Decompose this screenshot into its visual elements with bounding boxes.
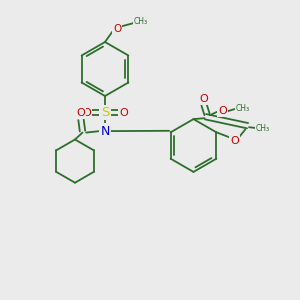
- Text: CH₃: CH₃: [256, 124, 270, 133]
- Text: O: O: [82, 107, 91, 118]
- Text: O: O: [231, 136, 239, 146]
- Text: O: O: [113, 23, 121, 34]
- Text: O: O: [200, 94, 208, 104]
- Text: CH₃: CH₃: [236, 104, 250, 113]
- Text: N: N: [100, 124, 110, 138]
- Text: O: O: [119, 107, 128, 118]
- Text: O: O: [76, 108, 85, 118]
- Text: S: S: [101, 106, 109, 119]
- Text: CH₃: CH₃: [133, 17, 148, 26]
- Text: O: O: [218, 106, 227, 116]
